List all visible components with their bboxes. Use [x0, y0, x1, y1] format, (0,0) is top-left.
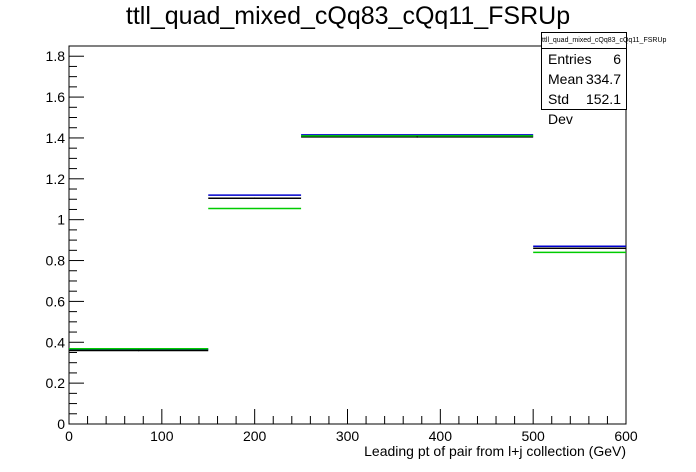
bin-center-marker	[416, 136, 418, 138]
stats-box-name: ttll_quad_mixed_cQq83_cQq11_FSRUp	[542, 33, 666, 49]
bin-center-marker	[578, 247, 581, 250]
x-axis-label: Leading pt of pair from l+j collection (…	[364, 443, 626, 459]
x-tick-label: 500	[521, 428, 545, 444]
y-tick-label: 1.6	[46, 89, 66, 105]
y-tick-label: 1.8	[46, 48, 66, 64]
entries-value: 6	[613, 51, 621, 67]
entries-label: Entries	[548, 51, 592, 67]
x-tick-label: 400	[429, 428, 453, 444]
stats-row-mean: Mean 334.7	[542, 69, 626, 89]
y-tick-label: 0.4	[46, 334, 66, 350]
x-tick-label: 100	[150, 428, 174, 444]
y-tick-label: 1	[57, 212, 65, 228]
mean-value: 334.7	[585, 71, 621, 87]
std-value: 152.1	[585, 91, 621, 107]
y-tick-label: 0.8	[46, 253, 66, 269]
chart-title: ttll_quad_mixed_cQq83_cQq11_FSRUp	[125, 2, 571, 30]
x-tick-label: 200	[243, 428, 267, 444]
mean-label: Mean	[548, 71, 584, 87]
y-tick-label: 1.2	[46, 171, 66, 187]
bin-center-marker	[253, 197, 256, 200]
stats-row-entries: Entries 6	[542, 49, 626, 69]
std-label: Std Dev	[548, 91, 573, 127]
stats-row-std: Std Dev 152.1	[542, 89, 626, 127]
y-tick-label: 0.6	[46, 293, 66, 309]
y-tick-label: 1.4	[46, 130, 66, 146]
x-tick-label: 0	[65, 428, 73, 444]
y-tick-label: 0	[57, 416, 65, 432]
x-tick-label: 300	[336, 428, 360, 444]
x-tick-label: 600	[614, 428, 638, 444]
bin-center-marker	[137, 349, 140, 352]
stats-box: ttll_quad_mixed_cQq83_cQq11_FSRUp Entrie…	[541, 32, 666, 127]
y-tick-label: 0.2	[46, 375, 66, 391]
